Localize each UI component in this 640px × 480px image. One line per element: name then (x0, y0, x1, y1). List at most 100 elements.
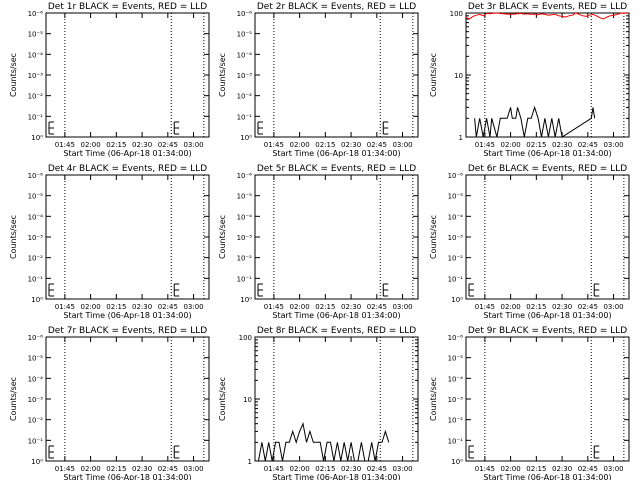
y-tick-label: 10⁻⁵ (28, 31, 44, 39)
y-tick-label: 10⁻⁴ (28, 213, 44, 221)
y-tick-label: 10⁰ (451, 458, 463, 466)
data-marker (173, 283, 180, 297)
chart-panel-9: Det 9r BLACK = Events, RED = LLD 10⁰ 10⁻¹ 1… (429, 326, 630, 480)
chart-panel-6: Det 6r BLACK = Events, RED = LLD 10⁰ 10⁻¹ 1… (429, 164, 630, 320)
y-tick-label: 10⁻⁶ (237, 172, 253, 180)
y-tick-label: 10⁻³ (28, 234, 44, 242)
x-tick-label: 02:15 (315, 141, 335, 149)
data-marker (48, 283, 54, 297)
y-axis-label: Counts/sec (429, 377, 438, 421)
y-tick-label: 10⁻² (237, 255, 253, 263)
y-tick-label: 10⁰ (451, 296, 463, 304)
y-tick-label: 10⁻¹ (448, 437, 464, 445)
x-tick-label: 01:45 (475, 141, 495, 149)
y-tick-label: 10⁻¹ (448, 275, 464, 283)
x-tick-label: 02:45 (578, 303, 598, 311)
x-tick-label: 02:30 (552, 465, 572, 473)
x-tick-label: 02:00 (501, 141, 521, 149)
y-axis-label: Counts/sec (218, 215, 227, 259)
x-axis-label: Start Time (06-Apr-18 01:34:00) (63, 311, 191, 320)
y-tick-label: 10⁻² (28, 255, 44, 263)
x-tick-label: 02:30 (341, 465, 361, 473)
x-tick-label: 02:00 (290, 141, 310, 149)
x-tick-label: 02:15 (526, 141, 546, 149)
y-tick-label: 10⁻² (28, 93, 44, 101)
chart-title: Det 4r BLACK = Events, RED = LLD (48, 164, 207, 174)
chart-panel-5: Det 5r BLACK = Events, RED = LLD 10⁰ 10⁻¹ 1… (218, 164, 419, 320)
data-marker (593, 445, 600, 459)
series-line-lld (465, 12, 628, 20)
x-tick-label: 01:45 (55, 465, 75, 473)
y-tick-label: 10⁻⁶ (448, 172, 464, 180)
x-tick-label: 02:00 (81, 303, 101, 311)
x-axis-label: Start Time (06-Apr-18 01:34:00) (63, 473, 191, 480)
x-tick-label: 01:45 (475, 303, 495, 311)
x-tick-label: 02:30 (132, 303, 152, 311)
chart-title: Det 7r BLACK = Events, RED = LLD (48, 326, 207, 336)
y-axis-label: Counts/sec (429, 215, 438, 259)
data-marker (382, 283, 389, 297)
x-tick-label: 03:00 (392, 303, 412, 311)
data-marker (257, 121, 263, 135)
y-tick-label: 10⁻⁴ (237, 213, 253, 221)
x-axis-label: Start Time (06-Apr-18 01:34:00) (63, 149, 191, 158)
y-tick-label: 10⁻⁴ (28, 375, 44, 383)
x-tick-label: 02:45 (158, 303, 178, 311)
y-tick-label: 10⁻³ (237, 234, 253, 242)
y-tick-label: 10⁻⁶ (28, 172, 44, 180)
x-tick-label: 02:45 (158, 141, 178, 149)
chart-panel-3: Det 3r BLACK = Events, RED = LLD 1 10 100 Co… (429, 2, 630, 158)
data-marker (593, 283, 600, 297)
y-tick-label: 10⁻⁴ (448, 375, 464, 383)
y-tick-label: 10⁻³ (28, 396, 44, 404)
y-tick-label: 10⁻⁵ (448, 355, 464, 363)
data-marker (382, 121, 389, 135)
y-tick-label: 10⁻³ (448, 234, 464, 242)
x-axis-label: Start Time (06-Apr-18 01:34:00) (483, 473, 611, 480)
x-tick-label: 03:00 (603, 141, 623, 149)
x-tick-label: 02:45 (367, 141, 387, 149)
series-line-events (257, 422, 390, 462)
y-tick-label: 10⁻⁵ (237, 193, 253, 201)
x-tick-label: 02:30 (341, 141, 361, 149)
chart-panel-2: Det 2r BLACK = Events, RED = LLD 10⁰ 10⁻¹ 1… (218, 2, 419, 158)
x-tick-label: 03:00 (392, 141, 412, 149)
y-axis-label: Counts/sec (429, 53, 438, 97)
x-axis-label: Start Time (06-Apr-18 01:34:00) (272, 149, 400, 158)
y-axis-label: Counts/sec (218, 53, 227, 97)
x-tick-label: 02:15 (106, 141, 126, 149)
y-tick-label: 10⁻² (28, 417, 44, 425)
chart-title: Det 1r BLACK = Events, RED = LLD (48, 2, 207, 12)
data-marker (48, 445, 54, 459)
y-tick-label: 1 (459, 134, 463, 142)
x-axis-label: Start Time (06-Apr-18 01:34:00) (483, 311, 611, 320)
x-tick-label: 02:00 (81, 141, 101, 149)
y-tick-label: 10⁻⁶ (28, 10, 44, 18)
x-tick-label: 02:45 (158, 465, 178, 473)
y-tick-label: 10⁰ (31, 458, 43, 466)
y-tick-label: 10⁻⁴ (237, 51, 253, 59)
x-tick-label: 01:45 (475, 465, 495, 473)
x-tick-label: 01:45 (264, 141, 284, 149)
x-tick-label: 03:00 (603, 303, 623, 311)
x-tick-label: 02:30 (132, 141, 152, 149)
chart-title: Det 8r BLACK = Events, RED = LLD (257, 326, 416, 336)
y-tick-label: 10⁻⁵ (28, 355, 44, 363)
chart-title: Det 6r BLACK = Events, RED = LLD (468, 164, 627, 174)
chart-panel-1: Det 1r BLACK = Events, RED = LLD 10⁰ 10⁻¹ 1… (9, 2, 210, 158)
x-tick-label: 02:45 (367, 465, 387, 473)
chart-title: Det 2r BLACK = Events, RED = LLD (257, 2, 416, 12)
y-tick-label: 10⁻¹ (28, 437, 44, 445)
x-axis-label: Start Time (06-Apr-18 01:34:00) (272, 473, 400, 480)
y-tick-label: 10⁻⁴ (448, 213, 464, 221)
y-tick-label: 10⁻¹ (237, 113, 253, 121)
x-tick-label: 02:15 (315, 303, 335, 311)
y-tick-label: 10⁻³ (237, 72, 253, 80)
data-marker (173, 121, 180, 135)
chart-panel-7: Det 7r BLACK = Events, RED = LLD 10⁰ 10⁻¹ 1… (9, 326, 210, 480)
y-tick-label: 10⁻⁴ (28, 51, 44, 59)
y-tick-label: 10⁻² (448, 417, 464, 425)
chart-title: Det 9r BLACK = Events, RED = LLD (468, 326, 627, 336)
x-tick-label: 02:00 (290, 303, 310, 311)
